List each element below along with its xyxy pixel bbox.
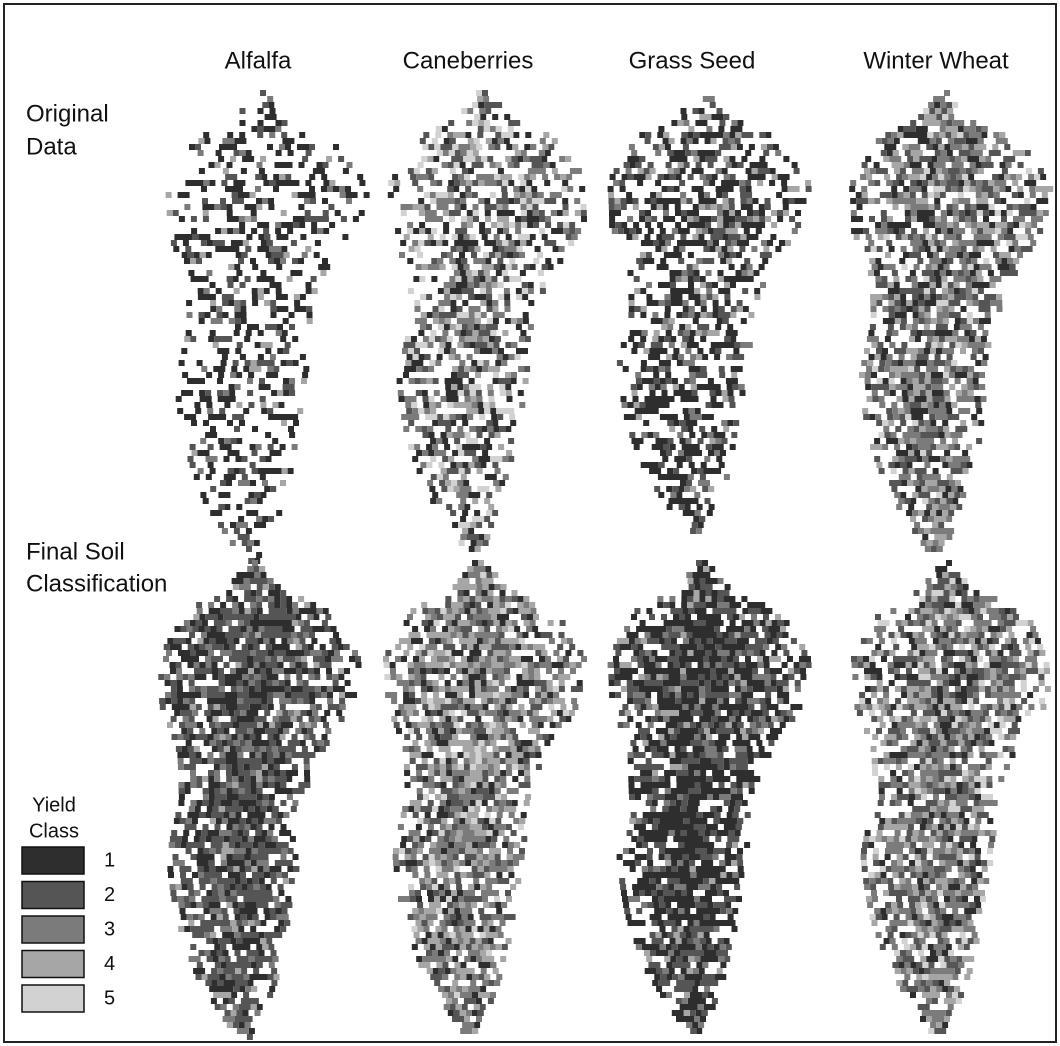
column-header: Winter Wheat xyxy=(863,47,1009,74)
legend-swatch xyxy=(22,847,84,874)
legend-label: 5 xyxy=(104,987,115,1009)
legend-swatch xyxy=(22,882,84,909)
legend-swatch xyxy=(22,951,84,978)
row-label: Original xyxy=(26,100,109,127)
legend-swatch xyxy=(22,916,84,943)
legend-swatch xyxy=(22,985,84,1012)
legend-title: Yield xyxy=(32,794,76,816)
legend-label: 4 xyxy=(104,953,115,975)
row-label: Final Soil xyxy=(26,538,125,565)
column-header: Alfalfa xyxy=(225,47,292,74)
figure: Alfalfa Caneberries Grass Seed Winter Wh… xyxy=(0,0,1060,1046)
legend-label: 1 xyxy=(104,849,115,871)
column-header: Caneberries xyxy=(403,47,534,74)
legend-label: 2 xyxy=(104,884,115,906)
row-label: Classification xyxy=(26,570,167,597)
legend-label: 3 xyxy=(104,918,115,940)
row-label: Data xyxy=(26,133,77,160)
legend-title: Class xyxy=(29,820,79,842)
column-header: Grass Seed xyxy=(629,47,756,74)
